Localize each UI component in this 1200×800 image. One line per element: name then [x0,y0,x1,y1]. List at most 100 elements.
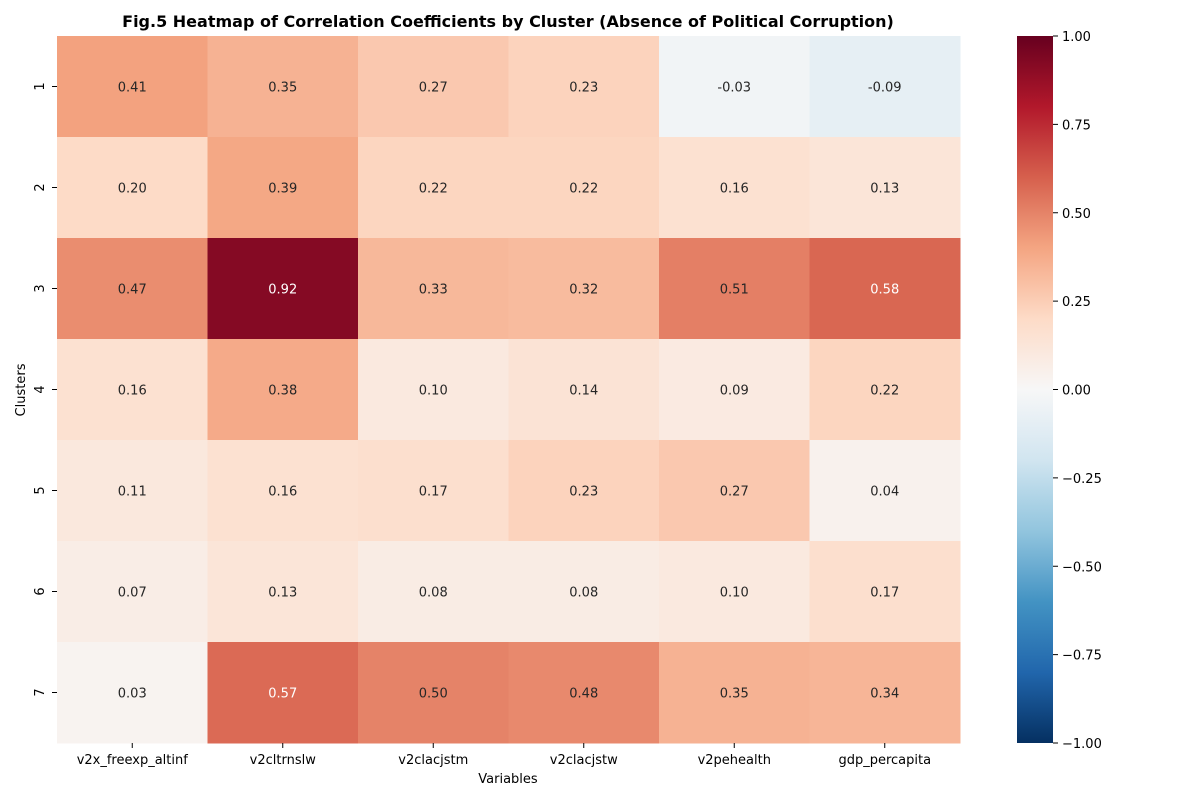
cell-value-label: 0.14 [569,384,598,399]
cell-value-label: 0.22 [870,384,899,399]
x-axis-ticks: v2x_freexp_altinf v2cltrnslw v2clacjstm v2c… [77,743,931,768]
heatmap-cell [809,238,961,340]
heatmap-cell [207,137,359,239]
cell-value-label: 0.16 [118,384,147,399]
x-tick-label: v2x_freexp_altinf [77,753,189,768]
colorbar: 1.00 0.75 0.50 0.25 0.00 −0.25 −0.50 −0.75 −1.00 [1017,30,1102,752]
heatmap-cell [659,36,810,138]
cell-value-label: 0.32 [569,283,598,298]
heatmap-cell [508,238,660,340]
heatmap-cell [57,137,208,239]
y-tick-label: 1 [33,82,48,90]
heatmap-cell [57,440,208,542]
cell-value-label: 0.22 [569,182,598,197]
cell-value-label: 0.13 [268,586,297,601]
heatmap-cell [809,541,961,643]
cell-value-label: 0.48 [569,687,598,702]
cell-value-label: 0.27 [419,81,448,96]
cell-value-label: 0.50 [419,687,448,702]
cell-value-label: 0.07 [118,586,147,601]
cell-value-label: 0.22 [419,182,448,197]
heatmap-cell [508,541,660,643]
colorbar-tick-label: 0.50 [1062,207,1091,222]
heatmap-cell [659,642,810,744]
x-tick-label: v2pehealth [698,753,771,768]
colorbar-gradient [1017,36,1053,743]
heatmap-cell [57,541,208,643]
heatmap-cell [207,339,359,441]
cell-value-label: 0.35 [268,81,297,96]
heatmap-cell [508,440,660,542]
cell-value-label: 0.03 [118,687,147,702]
heatmap-cell [508,36,660,138]
colorbar-tick-label: −0.75 [1062,649,1102,664]
heatmap-cell [358,440,509,542]
heatmap-cell [207,440,359,542]
cell-value-label: 0.35 [720,687,749,702]
colorbar-tick-label: 0.00 [1062,384,1091,399]
cell-value-label: 0.33 [419,283,448,298]
heatmap-cell [508,137,660,239]
cell-value-label: 0.38 [268,384,297,399]
y-tick-label: 7 [33,688,48,696]
cell-value-label: -0.03 [717,81,751,96]
heatmap-cell [809,36,961,138]
cell-value-label: 0.92 [268,283,297,298]
y-tick-label: 2 [33,183,48,191]
y-tick-label: 6 [33,587,48,595]
cell-value-label: 0.41 [118,81,147,96]
cell-value-label: 0.16 [720,182,749,197]
heatmap-cell [508,339,660,441]
x-tick-label: gdp_percapita [838,753,931,768]
colorbar-tick-label: −1.00 [1062,737,1102,752]
cell-value-label: 0.39 [268,182,297,197]
heatmap-cell [809,137,961,239]
heatmap-cell [659,137,810,239]
heatmap-cell [659,238,810,340]
colorbar-tick-label: 0.75 [1062,118,1091,133]
heatmap-cell [508,642,660,744]
heatmap-cell [659,339,810,441]
cell-value-label: 0.16 [268,485,297,500]
cell-value-label: 0.51 [720,283,749,298]
cell-value-label: 0.10 [720,586,749,601]
chart-title: Fig.5 Heatmap of Correlation Coefficient… [122,12,894,31]
heatmap-cell [358,137,509,239]
cell-value-label: 0.11 [118,485,147,500]
cell-value-label: 0.27 [720,485,749,500]
heatmap-cell [809,339,961,441]
heatmap-cell [207,238,359,340]
cell-value-label: 0.08 [569,586,598,601]
cell-value-label: 0.08 [419,586,448,601]
heatmap-cell [809,440,961,542]
heatmap-cell [358,36,509,138]
heatmap-cell [659,541,810,643]
heatmap-cells: 0.41 0.35 0.27 0.23 -0.03 -0.09 0.20 0.39 0.22 0.… [57,36,961,744]
colorbar-tick-label: 1.00 [1062,30,1091,45]
cell-value-label: 0.57 [268,687,297,702]
x-tick-label: v2cltrnslw [250,753,317,768]
heatmap-cell [358,541,509,643]
cell-value-label: 0.09 [720,384,749,399]
cell-value-label: 0.04 [870,485,899,500]
heatmap-cell [809,642,961,744]
heatmap-cell [207,541,359,643]
cell-value-label: 0.47 [118,283,147,298]
heatmap-cell [659,440,810,542]
y-tick-label: 4 [33,385,48,393]
cell-value-label: 0.13 [870,182,899,197]
cell-value-label: 0.23 [569,485,598,500]
cell-value-label: 0.58 [870,283,899,298]
heatmap-cell [57,642,208,744]
heatmap-cell [207,642,359,744]
cell-value-label: 0.17 [419,485,448,500]
colorbar-tick-label: −0.50 [1062,560,1102,575]
cell-value-label: -0.09 [868,81,902,96]
cell-value-label: 0.34 [870,687,899,702]
y-tick-label: 3 [33,284,48,292]
y-axis-label: Clusters [14,363,29,416]
heatmap-cell [207,36,359,138]
heatmap-cell [57,339,208,441]
y-tick-label: 5 [33,486,48,494]
x-tick-label: v2clacjstw [550,753,618,768]
